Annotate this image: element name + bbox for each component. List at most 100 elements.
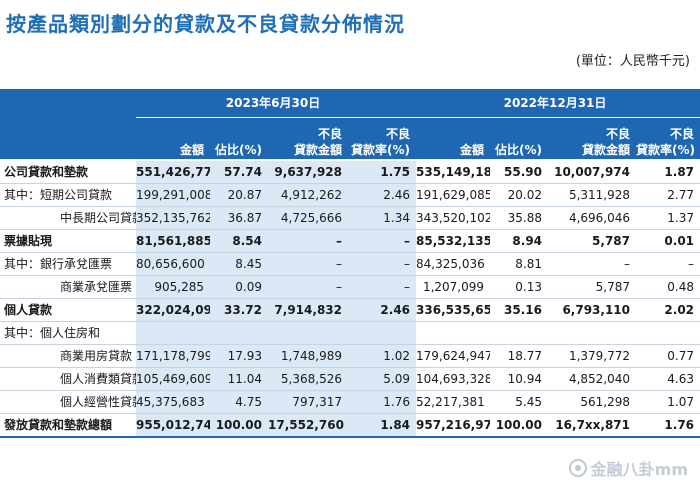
col-header-npl-top: 不良	[268, 117, 348, 140]
table-row: 其中：短期公司貸款 199,291,008 20.87 4,912,262 2.46 19…	[0, 183, 700, 207]
table-cell: 100.00	[210, 413, 268, 438]
table-cell: 104,693,328	[416, 367, 491, 391]
table-cell: 8.81	[490, 252, 549, 276]
table-cell: 85,532,135	[416, 229, 491, 253]
table-row: 商業用房貸款 171,178,799 17.93 1,748,989 1.02 179,6…	[0, 344, 700, 368]
table-cell: 322,024,091	[136, 298, 210, 322]
table-cell: 1.87	[636, 159, 700, 184]
row-label: 票據貼現	[0, 229, 136, 253]
table-cell: 0.01	[636, 229, 700, 253]
table-cell	[136, 321, 210, 345]
table-cell: 1,748,989	[268, 344, 348, 368]
table-cell: 45,375,683	[136, 390, 210, 414]
table-cell: 20.87	[210, 183, 268, 207]
table-cell	[348, 321, 417, 345]
table-cell: 16,7xx,871	[548, 413, 637, 438]
table-cell: 797,317	[268, 390, 348, 414]
table-cell: 1.76	[636, 413, 700, 438]
unit-note: (單位：人民幣千元)	[575, 54, 690, 69]
period-header-2023: 2023年6月30日	[136, 89, 417, 118]
header-blank	[0, 140, 136, 160]
table-cell: 10,007,974	[548, 159, 637, 184]
table-row: 其中：銀行承兌匯票 80,656,600 8.45– –84,325,036 8.81–…	[0, 252, 700, 276]
table-cell: 8.45	[210, 252, 268, 276]
table-cell: 18.77	[490, 344, 549, 368]
table-cell: 33.72	[210, 298, 268, 322]
table-cell: 20.02	[490, 183, 549, 207]
table-cell: 1.84	[348, 413, 417, 438]
table-cell: 8.94	[490, 229, 549, 253]
col-header-npl-amount: 貸款金額	[548, 140, 637, 160]
table-cell: 5,368,526	[268, 367, 348, 391]
table-row: 票據貼現 81,561,885 8.54– –85,532,135 8.94 5,787 0…	[0, 229, 700, 253]
row-label: 商業用房貸款	[0, 344, 136, 368]
table-cell: 100.00	[490, 413, 549, 438]
table-cell: 1.76	[348, 390, 417, 414]
table-cell: –	[268, 275, 348, 299]
table-cell: 35.16	[490, 298, 549, 322]
wechat-icon	[568, 459, 587, 477]
table-cell: 4,725,666	[268, 206, 348, 230]
table-cell: 2.77	[636, 183, 700, 207]
table-cell	[210, 321, 268, 345]
table-cell: 171,178,799	[136, 344, 210, 368]
table-cell: 4,852,040	[548, 367, 637, 391]
table-cell: 0.09	[210, 275, 268, 299]
table-cell	[548, 321, 637, 345]
table-row: 其中：個人住房和	[0, 321, 700, 345]
table-cell: 957,216,978	[416, 413, 491, 438]
col-header-npl-ratio: 貸款率(%)	[636, 140, 700, 160]
table-cell: –	[348, 229, 417, 253]
table-cell: 17,552,760	[268, 413, 348, 438]
loan-distribution-table: 2023年6月30日 2022年12月31日 不良 不良 不良 不良 金額 佔比…	[0, 89, 700, 438]
table-cell: 2.02	[636, 298, 700, 322]
col-header-npl-ratio-top: 不良	[348, 117, 417, 140]
table-cell: –	[268, 229, 348, 253]
table-cell: 4,912,262	[268, 183, 348, 207]
table-cell: 1.02	[348, 344, 417, 368]
period-header-2022: 2022年12月31日	[416, 89, 700, 118]
col-header-npl-ratio-top: 不良	[636, 117, 700, 140]
watermark: 金融八卦mm	[564, 455, 692, 481]
row-label: 公司貸款和墊款	[0, 159, 136, 184]
col-header-npl-top: 不良	[548, 117, 637, 140]
row-label: 個人貸款	[0, 298, 136, 322]
table-cell: 4.63	[636, 367, 700, 391]
row-label: 發放貸款和墊款總額	[0, 413, 136, 438]
col-header-npl-ratio: 貸款率(%)	[348, 140, 417, 160]
table-cell: 2.46	[348, 298, 417, 322]
row-label: 中長期公司貸款	[0, 206, 136, 230]
table-cell: 199,291,008	[136, 183, 210, 207]
table-cell: 2.46	[348, 183, 417, 207]
table-row: 公司貸款和墊款551,426,77057.749,637,9281.75535,…	[0, 159, 700, 184]
table-cell: 1,379,772	[548, 344, 637, 368]
col-header-blank	[490, 117, 549, 140]
table-cell: 1,207,099	[416, 275, 491, 299]
row-label: 其中：個人住房和	[0, 321, 136, 345]
table-cell: 905,285	[136, 275, 210, 299]
table-cell: –	[348, 275, 417, 299]
table-cell: 535,149,187	[416, 159, 491, 184]
table-cell: 10.94	[490, 367, 549, 391]
table-cell: –	[548, 252, 637, 276]
table-cell: 7,914,832	[268, 298, 348, 322]
table-row: 商業承兌匯票 905,285 0.09– –1,207,099 0.13 5,787 0.4…	[0, 275, 700, 299]
table-cell: 17.93	[210, 344, 268, 368]
table-cell: 352,135,762	[136, 206, 210, 230]
table-cell: 35.88	[490, 206, 549, 230]
row-label: 商業承兌匯票	[0, 275, 136, 299]
table-row: 中長期公司貸款 352,135,762 36.87 4,725,666 1.34 343,…	[0, 206, 700, 230]
col-header-amount: 金額	[136, 140, 210, 160]
table-cell: 1.75	[348, 159, 417, 184]
table-cell: 4.75	[210, 390, 268, 414]
table-row: 個人消費類貸款 105,469,609 11.04 5,368,526 5.09 104,…	[0, 367, 700, 391]
table-cell: 55.90	[490, 159, 549, 184]
col-header-ratio: 佔比(%)	[490, 140, 549, 160]
table-cell: 6,793,110	[548, 298, 637, 322]
table-cell: 105,469,609	[136, 367, 210, 391]
table-cell: 80,656,600	[136, 252, 210, 276]
table-cell	[490, 321, 549, 345]
table-body: 公司貸款和墊款551,426,77057.749,637,9281.75535,…	[0, 159, 700, 438]
table-row: 發放貸款和墊款總額955,012,746100.0017,552,7601.84…	[0, 413, 700, 438]
col-header-blank	[210, 117, 268, 140]
